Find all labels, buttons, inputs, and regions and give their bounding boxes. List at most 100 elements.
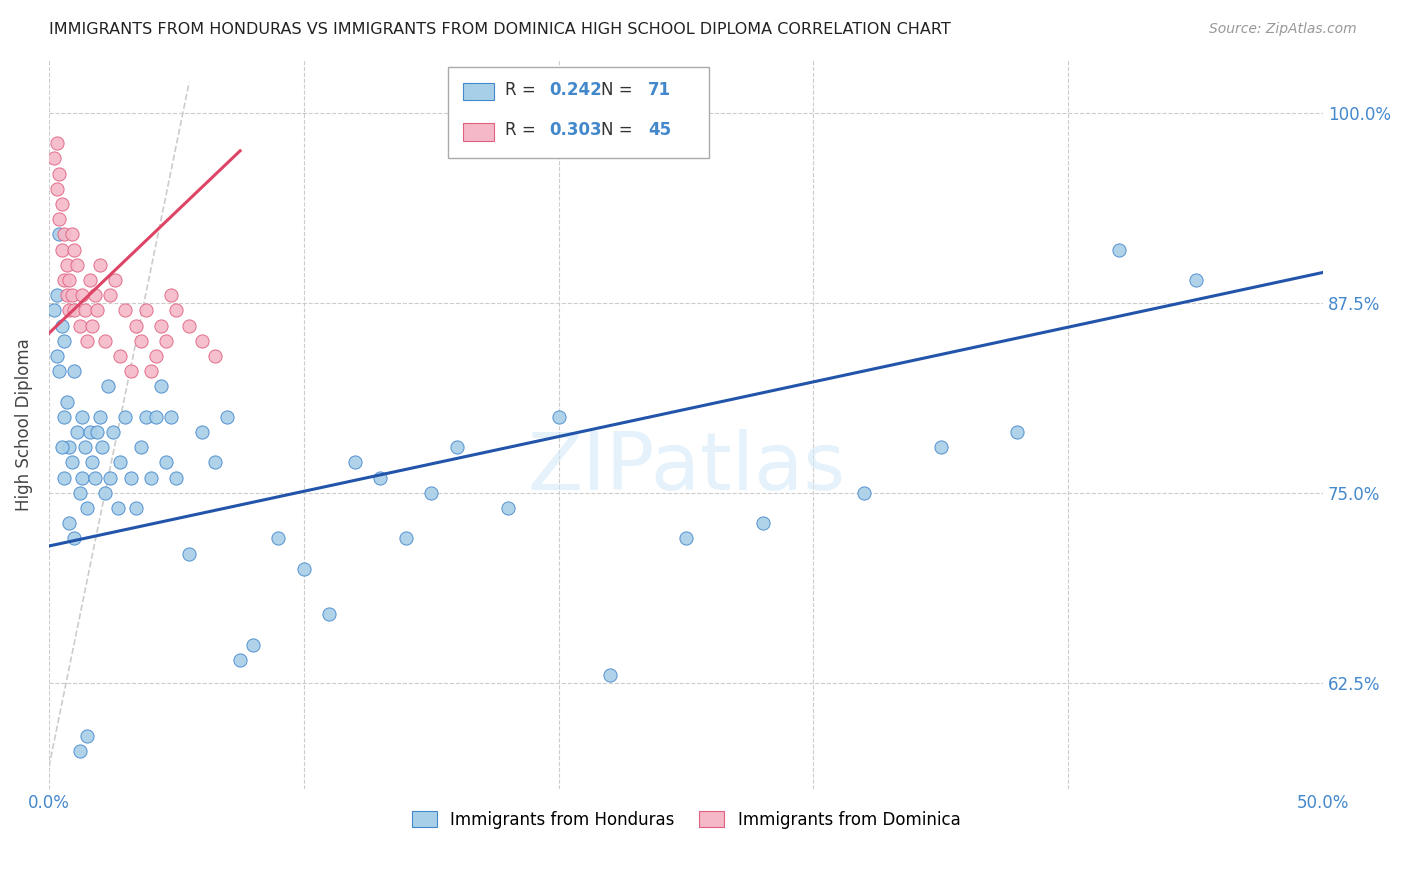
Point (45, 136, 67, 151)
Point (420, 485, 443, 500)
Point (165, 470, 187, 484)
Text: R =: R = (505, 81, 541, 99)
Point (368, 470, 391, 484)
Point (48, 212, 70, 227)
Point (150, 379, 173, 393)
Point (76, 729, 98, 743)
Point (179, 318, 201, 333)
Point (58, 440, 80, 454)
Point (66, 258, 89, 272)
Point (45, 349, 67, 363)
Point (56, 258, 79, 272)
Point (114, 303, 136, 318)
Point (48, 227, 70, 242)
Point (94, 485, 117, 500)
Point (97, 379, 120, 393)
Point (98, 470, 121, 484)
Point (101, 425, 124, 439)
Point (53, 227, 76, 242)
Point (120, 364, 142, 378)
Point (395, 532, 418, 546)
Text: IMMIGRANTS FROM HONDURAS VS IMMIGRANTS FROM DOMINICA HIGH SCHOOL DIPLOMA CORRELA: IMMIGRANTS FROM HONDURAS VS IMMIGRANTS F… (49, 22, 950, 37)
Point (446, 440, 468, 454)
Point (155, 334, 177, 348)
Point (242, 638, 264, 652)
Point (86, 425, 108, 439)
Point (63, 532, 86, 546)
Point (86, 303, 108, 318)
Point (110, 455, 132, 469)
Point (53, 273, 76, 287)
Text: N =: N = (600, 121, 637, 139)
Point (82, 318, 104, 333)
Point (51, 440, 73, 454)
Point (547, 409, 569, 424)
Text: 45: 45 (648, 121, 671, 139)
Point (69, 318, 91, 333)
Point (83, 470, 105, 484)
Point (58, 516, 80, 531)
FancyBboxPatch shape (447, 67, 709, 158)
Point (60, 455, 83, 469)
Point (53, 409, 76, 424)
Point (76, 501, 98, 516)
Point (191, 334, 214, 348)
Point (135, 409, 157, 424)
Point (160, 288, 183, 302)
Point (45, 288, 67, 302)
Point (929, 440, 952, 454)
Point (139, 364, 162, 378)
Text: N =: N = (600, 81, 637, 99)
FancyBboxPatch shape (463, 83, 494, 101)
Point (165, 303, 187, 318)
Point (51, 243, 73, 257)
Point (343, 455, 366, 469)
Point (70, 409, 93, 424)
Text: Source: ZipAtlas.com: Source: ZipAtlas.com (1209, 22, 1357, 37)
Point (124, 501, 146, 516)
Point (51, 318, 73, 333)
Point (292, 562, 315, 576)
Point (150, 318, 173, 333)
Point (217, 409, 239, 424)
Point (53, 334, 76, 348)
Point (69, 485, 91, 500)
Text: 71: 71 (648, 81, 671, 99)
Point (91, 440, 114, 454)
Point (56, 394, 79, 409)
Point (69, 744, 91, 758)
Point (229, 653, 252, 667)
Point (42, 152, 65, 166)
Point (94, 334, 117, 348)
Point (129, 440, 152, 454)
Point (496, 501, 519, 516)
Point (191, 425, 214, 439)
Point (79, 425, 101, 439)
Point (1184, 273, 1206, 287)
Point (60, 288, 83, 302)
Point (1007, 425, 1029, 439)
Point (45, 182, 67, 196)
Point (58, 303, 80, 318)
Point (139, 470, 162, 484)
Point (204, 349, 226, 363)
Point (73, 440, 96, 454)
Point (89, 409, 111, 424)
Point (70, 288, 93, 302)
Point (155, 455, 177, 469)
Point (73, 303, 96, 318)
Point (63, 243, 86, 257)
Point (110, 349, 132, 363)
Point (204, 455, 226, 469)
Point (98, 288, 121, 302)
Point (76, 334, 98, 348)
Point (135, 303, 157, 318)
Point (66, 425, 89, 439)
Point (179, 547, 201, 561)
Point (145, 349, 167, 363)
Point (318, 607, 340, 622)
Y-axis label: High School Diploma: High School Diploma (15, 338, 32, 511)
Text: 0.242: 0.242 (550, 81, 602, 99)
Point (48, 364, 70, 378)
Point (675, 532, 697, 546)
